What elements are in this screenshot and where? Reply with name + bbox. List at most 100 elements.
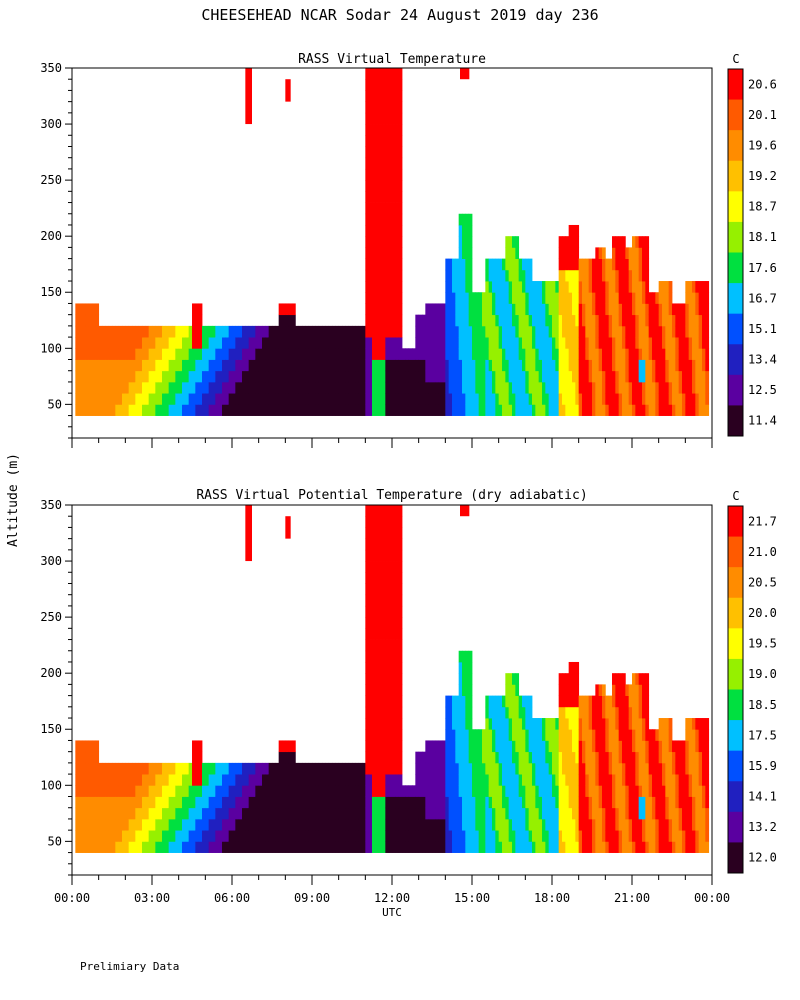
contour-cell — [258, 807, 263, 820]
contour-cell — [375, 269, 380, 282]
contour-cell — [332, 348, 336, 360]
contour-cell — [368, 650, 373, 663]
contour-cell — [602, 404, 606, 416]
contour-cell — [482, 370, 486, 383]
contour-cell — [588, 807, 593, 820]
contour-cell — [555, 393, 560, 405]
contour-cell — [602, 695, 606, 708]
contour-cell — [305, 404, 310, 416]
contour-cell — [288, 740, 293, 753]
contour-cell — [562, 841, 566, 853]
contour-cell — [658, 729, 663, 741]
contour-cell — [372, 258, 376, 271]
contour-cell — [378, 337, 383, 349]
contour-cell — [138, 762, 143, 775]
contour-cell — [285, 740, 290, 753]
y-tick-label: 50 — [48, 834, 62, 848]
contour-cell — [692, 303, 696, 316]
contour-cell — [668, 818, 673, 831]
contour-cell — [408, 370, 413, 383]
contour-cell — [155, 830, 160, 842]
contour-cell — [222, 359, 226, 372]
contour-cell — [95, 751, 100, 764]
contour-cell — [615, 314, 620, 327]
contour-cell — [548, 314, 553, 327]
contour-cell — [562, 695, 566, 708]
contour-cell — [92, 359, 96, 372]
contour-cell — [108, 348, 113, 360]
contour-cell — [698, 381, 703, 394]
contour-cell — [642, 337, 646, 349]
contour-cell — [692, 740, 696, 753]
contour-cell — [615, 762, 620, 775]
contour-cell — [498, 258, 503, 271]
contour-cell — [562, 818, 566, 831]
contour-cell — [522, 258, 526, 271]
contour-cell — [115, 762, 120, 775]
contour-cell — [432, 740, 436, 753]
contour-cell — [255, 774, 260, 786]
contour-cell — [428, 841, 433, 853]
contour-cell — [562, 236, 566, 248]
contour-cell — [588, 359, 593, 372]
contour-cell — [658, 785, 663, 797]
contour-cell — [678, 337, 683, 349]
contour-cell — [665, 718, 670, 730]
colorbar-swatch — [728, 567, 743, 599]
contour-cell — [655, 292, 660, 304]
contour-cell — [368, 774, 373, 786]
contour-cell — [382, 202, 386, 215]
contour-cell — [325, 774, 330, 786]
contour-cell — [382, 224, 386, 237]
contour-cell — [158, 796, 163, 809]
contour-cell — [102, 393, 106, 405]
contour-cell — [128, 796, 133, 809]
contour-cell — [445, 785, 450, 797]
contour-cell — [468, 774, 473, 786]
contour-cell — [398, 247, 403, 259]
contour-cell — [665, 740, 670, 753]
contour-cell — [95, 774, 100, 786]
contour-cell — [698, 785, 703, 797]
contour-cell — [562, 830, 566, 842]
contour-cell — [372, 236, 376, 248]
contour-cell — [642, 785, 646, 797]
contour-cell — [652, 796, 656, 809]
colorbar-label: 13.4 — [748, 353, 777, 367]
contour-cell — [465, 661, 470, 674]
contour-cell — [512, 729, 516, 741]
contour-cell — [395, 79, 400, 91]
contour-cell — [485, 785, 490, 797]
contour-cell — [652, 325, 656, 338]
colorbar-label: 16.7 — [748, 291, 777, 305]
contour-cell — [532, 370, 536, 383]
contour-cell — [138, 359, 143, 372]
contour-cell — [658, 830, 663, 842]
contour-cell — [532, 348, 536, 360]
contour-cell — [568, 796, 573, 809]
contour-cell — [635, 404, 640, 416]
contour-cell — [652, 818, 656, 831]
x-tick-label: 21:00 — [614, 891, 650, 905]
contour-cell — [388, 762, 393, 775]
contour-cell — [382, 807, 386, 820]
contour-cell — [668, 292, 673, 304]
contour-cell — [598, 740, 603, 753]
contour-cell — [458, 281, 463, 293]
contour-cell — [312, 348, 316, 360]
colorbar-swatch — [728, 99, 743, 131]
contour-cell — [195, 404, 200, 416]
contour-cell — [635, 807, 640, 820]
contour-cell — [92, 796, 96, 809]
contour-cell — [465, 796, 470, 809]
contour-cell — [628, 370, 633, 383]
contour-cell — [78, 393, 83, 405]
contour-cell — [102, 404, 106, 416]
contour-cell — [618, 381, 623, 394]
contour-cell — [388, 706, 393, 719]
contour-cell — [118, 348, 123, 360]
contour-cell — [382, 90, 386, 103]
contour-cell — [365, 213, 370, 226]
contour-cell — [682, 740, 686, 753]
contour-cell — [512, 706, 516, 719]
